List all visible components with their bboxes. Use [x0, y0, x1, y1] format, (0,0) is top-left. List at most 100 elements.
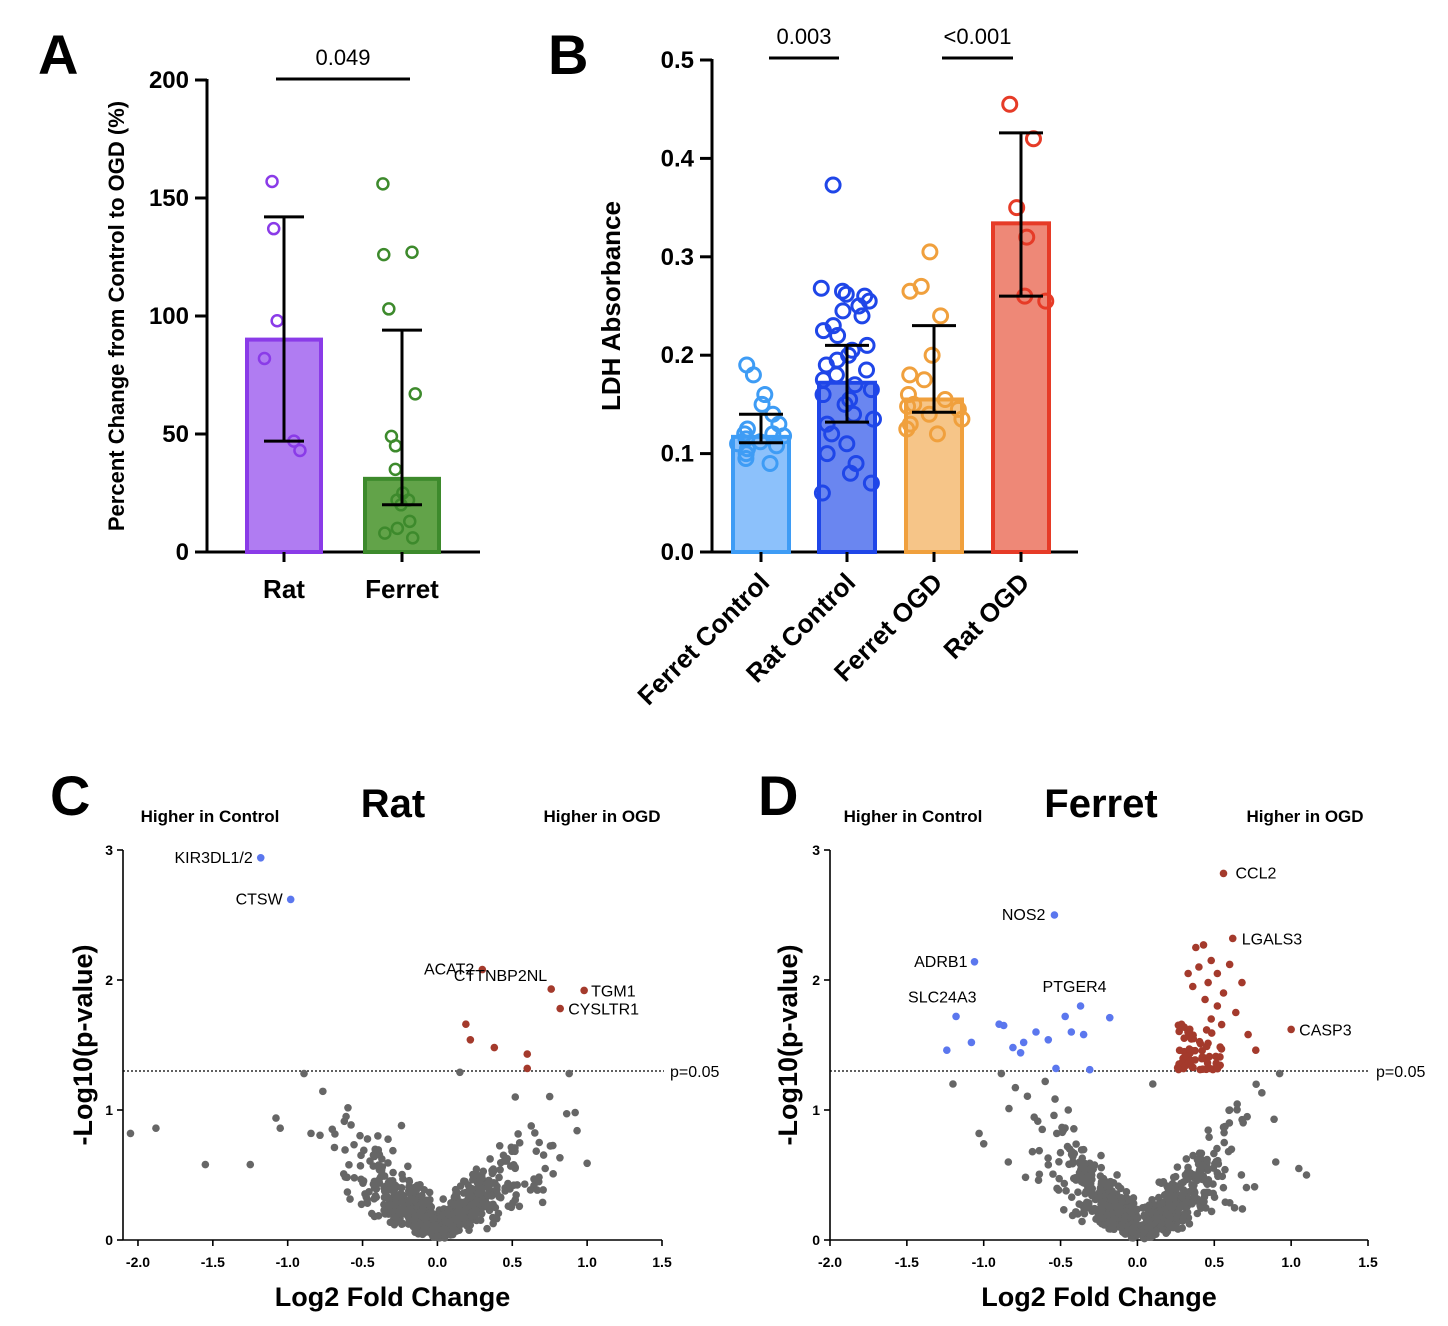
- gene-label: CTSW: [236, 891, 284, 908]
- gene-point-ns: [541, 1164, 550, 1173]
- gene-point-up: [1228, 934, 1237, 943]
- gene-point-ns: [350, 1140, 358, 1149]
- gene-point-ns: [425, 1188, 434, 1197]
- gene-point-ns: [343, 1188, 352, 1196]
- data-point: [864, 410, 882, 428]
- x-tick-label: -1.5: [201, 1254, 225, 1270]
- gene-point-ns: [527, 1122, 536, 1130]
- gene-point-ns: [1098, 1203, 1107, 1211]
- gene-point-ns: [357, 1151, 365, 1160]
- y-tick-label: 3: [105, 842, 113, 858]
- gene-point-up: [1205, 1052, 1214, 1061]
- gene-point-ns: [1082, 1187, 1090, 1196]
- gene-point-ns: [1044, 1161, 1053, 1169]
- gene-point-ns: [1096, 1186, 1105, 1194]
- gene-point-ns: [1125, 1195, 1133, 1204]
- gene-point-up: [490, 1043, 499, 1052]
- x-tick-label: -0.5: [350, 1254, 374, 1270]
- gene-point-ns: [423, 1220, 431, 1228]
- data-point: [838, 435, 856, 453]
- gene-point-ns: [398, 1197, 406, 1206]
- gene-point-ns: [1035, 1146, 1044, 1155]
- gene-point-ns: [411, 1220, 419, 1228]
- gene-point-ns: [1221, 1165, 1229, 1174]
- gene-point-ns: [491, 1203, 500, 1212]
- gene-label: CASP3: [1299, 1022, 1352, 1039]
- data-point: [901, 366, 919, 384]
- gene-point-ns: [344, 1103, 352, 1112]
- y-tick-label: 0.3: [661, 244, 694, 271]
- gene-point-ns: [1049, 1170, 1057, 1178]
- data-point: [266, 221, 281, 236]
- data-point: [405, 531, 420, 545]
- gene-point-ns: [1149, 1080, 1157, 1088]
- gene-point-down: [1076, 1002, 1085, 1010]
- gene-point-ns: [319, 1087, 327, 1096]
- gene-point-ns: [457, 1211, 465, 1219]
- gene-point-up: [1175, 1027, 1183, 1036]
- gene-point-down: [1079, 1030, 1088, 1039]
- x-tick-label: 0.5: [1205, 1254, 1225, 1270]
- gene-point-ns: [316, 1131, 324, 1140]
- gene-point-up: [1213, 1064, 1222, 1073]
- data-point: [390, 521, 405, 536]
- gene-point-ns: [997, 1069, 1006, 1078]
- gene-point-down: [943, 1046, 951, 1054]
- data-point: [761, 454, 779, 472]
- gene-point-ns: [495, 1141, 504, 1150]
- y-tick-label: 0: [176, 539, 189, 566]
- data-point: [405, 245, 419, 260]
- gene-point-ns: [1199, 1161, 1207, 1170]
- y-tick-label: 2: [105, 972, 113, 988]
- y-tick-label: 1: [105, 1102, 113, 1118]
- gene-point-ns: [1075, 1159, 1084, 1168]
- gene-point-ns: [1107, 1192, 1116, 1201]
- gene-point-up: [523, 1050, 532, 1058]
- gene-point-up: [1189, 1031, 1197, 1040]
- gene-point-ns: [1051, 1095, 1059, 1103]
- gene-point-ns: [1028, 1147, 1037, 1156]
- gene-point-ns: [1064, 1106, 1073, 1114]
- gene-point-ns: [1063, 1142, 1072, 1151]
- y-tick-label: 100: [149, 303, 189, 330]
- gene-point-ns: [1203, 1180, 1212, 1188]
- gene-point-up: [1232, 1008, 1240, 1017]
- gene-point-ns: [1034, 1176, 1043, 1185]
- gene-point-up: [1204, 1039, 1212, 1048]
- gene-point-ns: [1275, 1069, 1284, 1078]
- gene-point-ns: [1210, 1149, 1218, 1158]
- gene-point-ns: [565, 1069, 573, 1078]
- x-tick-label: 0.0: [1128, 1254, 1148, 1270]
- gene-point-ns: [496, 1165, 504, 1174]
- panel-letter-c: C: [50, 764, 90, 827]
- gene-point-ns: [410, 1196, 419, 1205]
- gene-point-ns: [556, 1153, 564, 1162]
- gene-point-ns: [573, 1126, 581, 1135]
- data-point: [834, 302, 852, 320]
- gene-point-ns: [1189, 1184, 1197, 1192]
- gene-point-ns: [406, 1189, 415, 1197]
- gene-point-ns: [396, 1209, 404, 1218]
- data-point: [265, 174, 279, 189]
- gene-point-ns: [1033, 1117, 1042, 1125]
- gene-point-up: [1175, 1046, 1184, 1055]
- gene-point-ns: [493, 1185, 501, 1194]
- data-point: [953, 410, 971, 428]
- gene-point-up: [1207, 1015, 1216, 1023]
- gene-point-up: [1217, 1020, 1226, 1029]
- gene-point-ns: [1233, 1100, 1241, 1108]
- gene-point-ns: [1174, 1225, 1182, 1233]
- x-category-label: Ferret Control: [631, 567, 775, 711]
- gene-point-down: [970, 958, 979, 966]
- gene-point-ns: [545, 1092, 554, 1101]
- data-point: [293, 443, 307, 458]
- gene-point-up: [462, 1020, 470, 1028]
- gene-point-ns: [1271, 1158, 1280, 1166]
- gene-point-up: [1185, 1058, 1193, 1067]
- gene-point-down: [1067, 1028, 1076, 1036]
- bar: [904, 397, 964, 555]
- data-point: [901, 282, 919, 300]
- panel-letter-b: B: [548, 23, 588, 86]
- data-point: [850, 297, 868, 315]
